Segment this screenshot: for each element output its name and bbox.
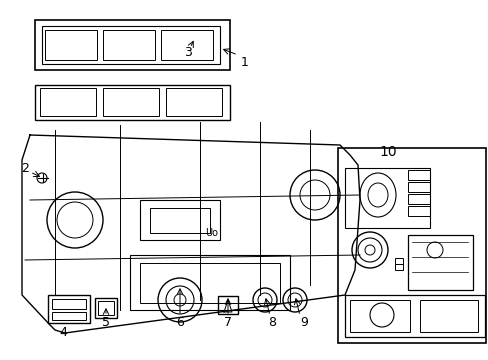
- Text: 3: 3: [183, 45, 192, 59]
- Bar: [161, 30, 213, 60]
- Bar: [140, 200, 220, 240]
- Bar: [140, 263, 280, 303]
- Text: 10: 10: [378, 145, 396, 159]
- Bar: [419, 300, 477, 332]
- Bar: [52, 299, 86, 309]
- Bar: [165, 88, 222, 116]
- Bar: [407, 235, 472, 290]
- Text: 7: 7: [224, 316, 231, 329]
- Bar: [349, 300, 409, 332]
- Text: Uo: Uo: [205, 228, 218, 238]
- Bar: [95, 298, 117, 318]
- Bar: [103, 30, 155, 60]
- Text: 6: 6: [176, 316, 183, 329]
- Bar: [42, 26, 220, 64]
- Bar: [130, 255, 289, 310]
- Bar: [40, 88, 96, 116]
- Bar: [150, 208, 209, 233]
- Text: 5: 5: [102, 315, 110, 328]
- Bar: [345, 295, 484, 337]
- Bar: [48, 295, 90, 323]
- Bar: [35, 20, 229, 70]
- Text: 2: 2: [21, 162, 29, 175]
- Text: 9: 9: [300, 316, 307, 329]
- Bar: [407, 206, 429, 216]
- Bar: [337, 148, 485, 343]
- Text: 4: 4: [59, 325, 67, 338]
- Bar: [394, 258, 402, 270]
- Text: 8: 8: [267, 316, 275, 329]
- Bar: [345, 168, 429, 228]
- Bar: [407, 182, 429, 192]
- Bar: [218, 296, 238, 314]
- Bar: [407, 170, 429, 180]
- Bar: [407, 194, 429, 204]
- Bar: [52, 312, 86, 320]
- Text: 1: 1: [241, 55, 248, 68]
- Bar: [98, 301, 114, 315]
- Bar: [45, 30, 97, 60]
- Bar: [103, 88, 159, 116]
- Bar: [35, 85, 229, 120]
